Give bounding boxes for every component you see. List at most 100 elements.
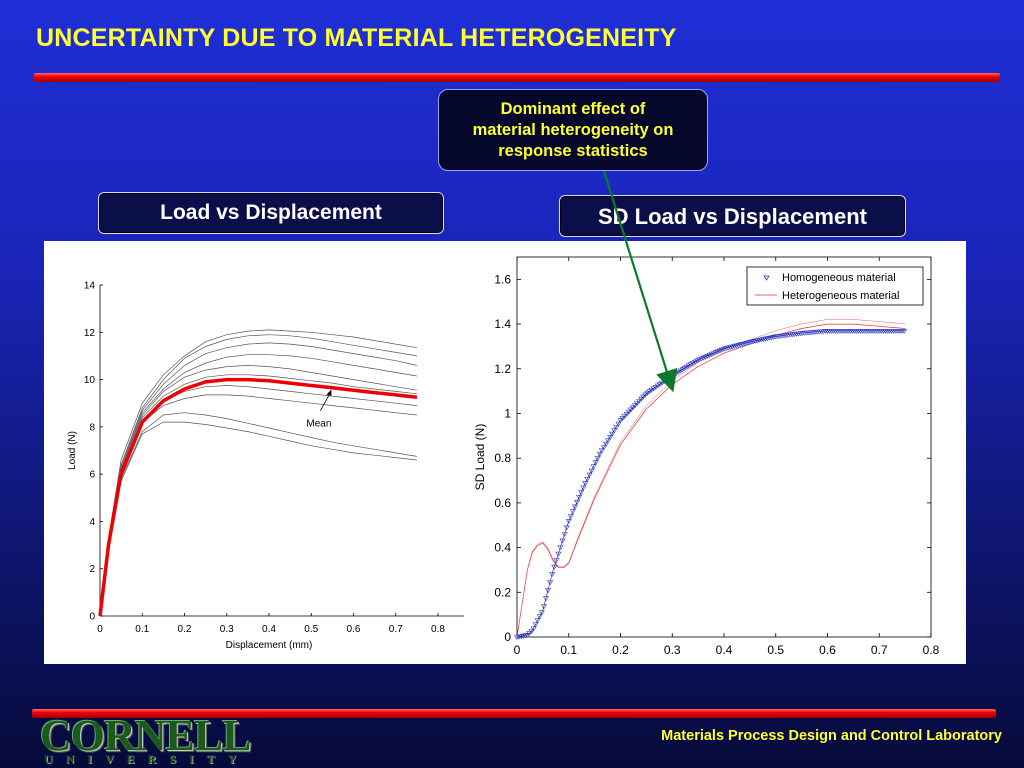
y-tick-label: 1.6 — [494, 272, 511, 286]
logo-subtitle: UNIVERSITY — [44, 752, 250, 766]
sample-line — [99, 374, 417, 617]
y-tick-label: 12 — [84, 328, 96, 339]
homogeneous-marker — [634, 401, 641, 407]
top-rule — [34, 73, 1000, 82]
y-tick-label: 0.2 — [494, 585, 511, 599]
x-tick-label: 0.7 — [871, 643, 888, 657]
homogeneous-marker — [573, 499, 581, 505]
homogeneous-marker — [625, 409, 632, 415]
homogeneous-marker — [561, 532, 568, 537]
mean-annotation-arrowhead — [326, 389, 332, 396]
sample-line — [99, 334, 417, 617]
left-chart-label: Load vs Displacement — [98, 192, 444, 234]
homogeneous-marker — [534, 618, 541, 624]
homogeneous-marker — [642, 392, 649, 398]
mean-line — [98, 377, 418, 617]
callout-line-3: response statistics — [498, 142, 648, 160]
series-heterogeneous-line-2 — [516, 319, 906, 638]
homogeneous-marker — [600, 445, 607, 451]
logo-wordmark: CORNELL — [40, 711, 252, 760]
y-axis-label: Load (N) — [67, 431, 78, 470]
x-tick-label: 0.7 — [389, 624, 403, 635]
homogeneous-marker — [594, 456, 601, 461]
homogeneous-marker — [590, 464, 597, 470]
homogeneous-marker — [555, 551, 562, 557]
x-tick-label: 0.6 — [819, 643, 836, 657]
plot-frame — [516, 256, 932, 638]
homogeneous-marker — [526, 631, 533, 637]
homogeneous-marker — [545, 588, 552, 594]
y-tick-label: 0 — [504, 630, 511, 644]
homogeneous-marker — [578, 490, 585, 496]
charts-svg: 0 0.1 0.2 0.3 0.4 0.5 0.6 0.7 0.802468101214Disp… — [67, 256, 940, 657]
homogeneous-marker — [553, 558, 560, 564]
homogeneous-marker — [596, 451, 603, 457]
homogeneous-marker — [528, 629, 535, 635]
homogeneous-marker — [538, 610, 545, 616]
homogeneous-marker — [569, 509, 576, 515]
sd-load-displacement-chart: 0 0.1 0.2 0.3 0.4 0.5 0.6 0.7 0.8 0 0.2 0.4 0.6 0.8 1 1… — [473, 256, 940, 657]
y-tick-label: 10 — [84, 375, 96, 386]
homogeneous-marker — [627, 407, 634, 413]
sample-line — [99, 421, 417, 617]
homogeneous-marker — [646, 389, 653, 395]
homogeneous-marker — [901, 328, 908, 334]
homogeneous-marker — [609, 431, 616, 437]
load-displacement-chart: 0 0.1 0.2 0.3 0.4 0.5 0.6 0.7 0.8 0 2 4 6 8 10 12 14 Disp… — [67, 281, 464, 651]
homogeneous-marker — [582, 481, 589, 486]
sample-line — [99, 329, 417, 617]
homogeneous-marker — [576, 495, 583, 500]
legend-box — [746, 266, 924, 306]
x-tick-label: 0.2 — [178, 624, 192, 635]
bottom-rule — [32, 709, 996, 718]
homogeneous-marker — [540, 604, 547, 610]
x-tick-label: 0.2 — [612, 643, 629, 657]
footer-lab-name: Materials Process Design and Control Lab… — [661, 728, 1002, 744]
y-tick-label: 2 — [89, 564, 95, 575]
homogeneous-marker — [605, 438, 612, 444]
homogeneous-marker — [571, 504, 579, 510]
legend-homogeneous-label: Homogeneous material — [782, 272, 896, 284]
y-tick-label: 0.6 — [494, 496, 511, 510]
homogeneous-marker — [615, 421, 622, 427]
homogeneous-marker — [584, 476, 591, 482]
mean-annotation: Mean — [306, 419, 331, 430]
homogeneous-marker — [621, 414, 628, 419]
homogeneous-marker — [549, 572, 556, 578]
sample-line — [99, 365, 417, 617]
sample-line — [99, 394, 417, 617]
sample-line — [99, 354, 417, 617]
series-heterogeneous-line — [516, 323, 906, 638]
callout-line-1: Dominant effect of — [500, 100, 646, 118]
y-tick-label: 6 — [89, 470, 95, 481]
y-tick-label: 1.2 — [494, 362, 511, 376]
homogeneous-marker — [551, 564, 558, 570]
slide-title: UNCERTAINTY DUE TO MATERIAL HETEROGENEIT… — [36, 24, 677, 52]
homogeneous-marker — [644, 390, 651, 396]
homogeneous-marker — [611, 428, 618, 434]
x-tick-label: 0.3 — [220, 624, 234, 635]
mean-annotation-pointer — [320, 392, 331, 411]
homogeneous-marker — [607, 435, 614, 441]
homogeneous-marker — [557, 545, 564, 551]
legend-heterogeneous-label: Heterogeneous material — [782, 290, 899, 302]
homogeneous-marker — [580, 485, 587, 491]
homogeneous-marker — [629, 405, 636, 411]
homogeneous-marker — [586, 472, 593, 478]
homogeneous-marker — [638, 396, 645, 402]
sample-line — [99, 385, 417, 617]
x-axis-label: Displacement (mm) — [226, 640, 313, 651]
x-tick-label: 0 — [514, 643, 521, 657]
x-tick-label: 0.8 — [431, 624, 445, 635]
y-tick-label: 4 — [89, 517, 95, 528]
x-tick-label: 0.4 — [716, 643, 733, 657]
homogeneous-marker — [530, 626, 537, 632]
x-tick-label: 0.8 — [923, 643, 940, 657]
callout-box: Dominant effect of material heterogeneit… — [438, 89, 708, 171]
homogeneous-marker — [532, 622, 539, 628]
y-tick-label: 1.4 — [494, 317, 511, 331]
homogeneous-marker — [636, 399, 643, 404]
x-tick-label: 0.5 — [767, 643, 784, 657]
y-tick-label: 0 — [89, 612, 95, 623]
homogeneous-marker — [567, 514, 574, 520]
